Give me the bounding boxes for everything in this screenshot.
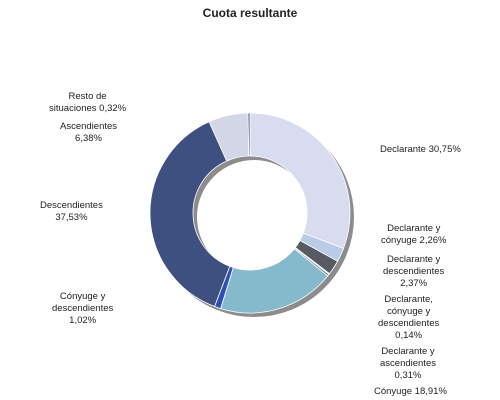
slice-label-6: Cónyuge y descendientes 1,02% <box>52 291 114 326</box>
slice-label-0: Declarante 30,75% <box>380 144 461 155</box>
slice-label-8: Ascendientes 6,38% <box>60 121 118 144</box>
donut-slice-0 <box>249 112 351 249</box>
slice-label-5: Cónyuge 18,91% <box>374 386 447 397</box>
donut-slice-7 <box>149 121 231 308</box>
slice-label-1: Declarante y cónyuge 2,26% <box>381 223 447 246</box>
slice-label-7: Descendientes 37,53% <box>40 200 103 223</box>
slice-label-4: Declarante y ascendientes 0,31% <box>380 346 436 381</box>
slice-label-2: Declarante y descendientes 2,37% <box>383 254 445 289</box>
slice-label-9: Resto de situaciones 0,32% <box>49 91 127 114</box>
slice-label-3: Declarante, cónyuge y descendientes 0,14… <box>378 294 440 341</box>
chart-title: Cuota resultante <box>202 6 298 20</box>
donut-slice-9 <box>247 112 251 157</box>
